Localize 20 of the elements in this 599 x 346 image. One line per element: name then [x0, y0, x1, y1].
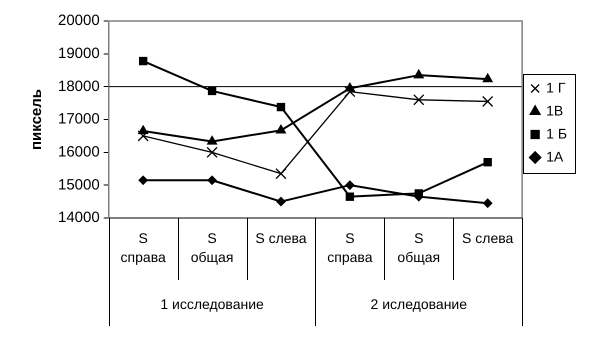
x-tick-label: S слева: [255, 230, 307, 246]
legend-label: 1 Б: [546, 125, 568, 142]
y-tick-label: 18000: [58, 78, 100, 95]
y-tick-label: 19000: [58, 44, 100, 62]
legend-label: 1А: [546, 148, 564, 164]
y-tick-label: 16000: [58, 143, 100, 160]
x-tick-label: S общая: [190, 230, 234, 265]
y-tick-label: 15000: [58, 176, 100, 194]
y-tick-label: 20000: [58, 12, 100, 30]
x-tick-label: S слева: [462, 230, 514, 246]
text: 1 исследование: [160, 296, 264, 312]
y-tick-label: 14000: [58, 209, 100, 226]
y-tick-label: 17000: [58, 110, 100, 128]
x-tick-label: S общая: [397, 230, 440, 265]
legend-label: 1В: [546, 102, 564, 118]
y-axis-title: пиксель: [28, 88, 46, 150]
legend-label: 1 Г: [546, 79, 566, 96]
text: 2 иследование: [370, 296, 468, 312]
x-tick-label: S справа: [327, 230, 373, 265]
x-tick-label: S справа: [120, 230, 166, 265]
